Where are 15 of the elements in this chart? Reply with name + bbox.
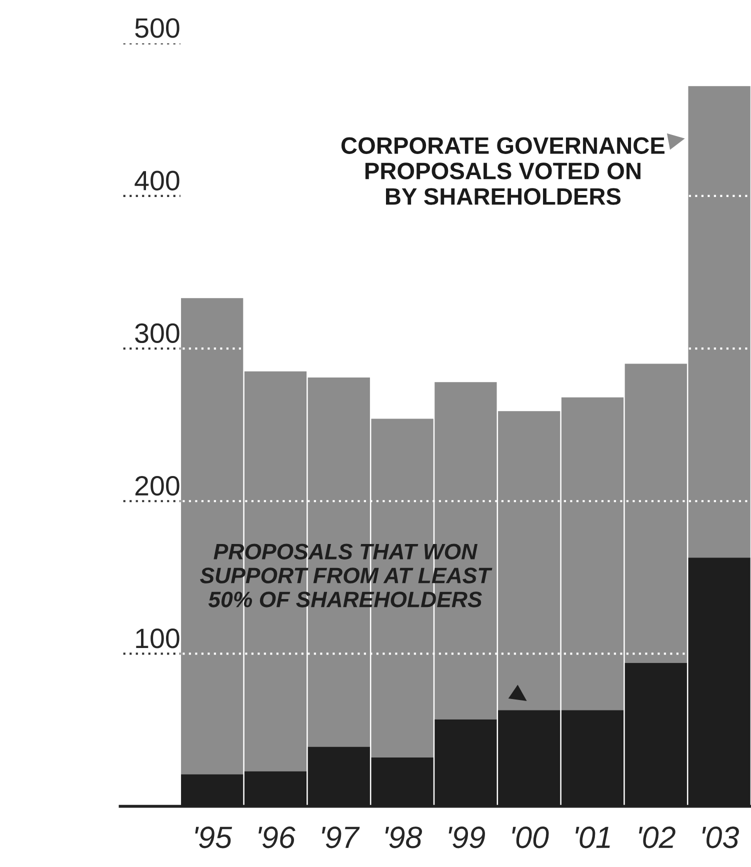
x-tick-label: '00 <box>512 826 549 848</box>
x-tick-label: '01 <box>576 826 610 848</box>
x-tick-label: '99 <box>448 826 485 848</box>
x-tick-label: '03 <box>702 826 739 848</box>
x-tick-label: '96 <box>258 826 296 848</box>
x-tick-label: '95 <box>195 826 232 848</box>
y-tick-label: 200 <box>135 476 180 496</box>
y-tick-label: 300 <box>135 323 180 344</box>
x-tick-label: '97 <box>322 826 360 848</box>
y-tick-label: 100 <box>136 628 180 648</box>
x-tick-label: '98 <box>385 826 422 848</box>
x-tick-label: '02 <box>639 826 676 848</box>
y-tick-label: 500 <box>135 18 180 38</box>
y-tick-label: 400 <box>134 170 180 190</box>
legend-label: CORPORATE GOVERNANCE PROPOSALS VOTED ON BY SHAREHOLDERS <box>341 137 664 205</box>
